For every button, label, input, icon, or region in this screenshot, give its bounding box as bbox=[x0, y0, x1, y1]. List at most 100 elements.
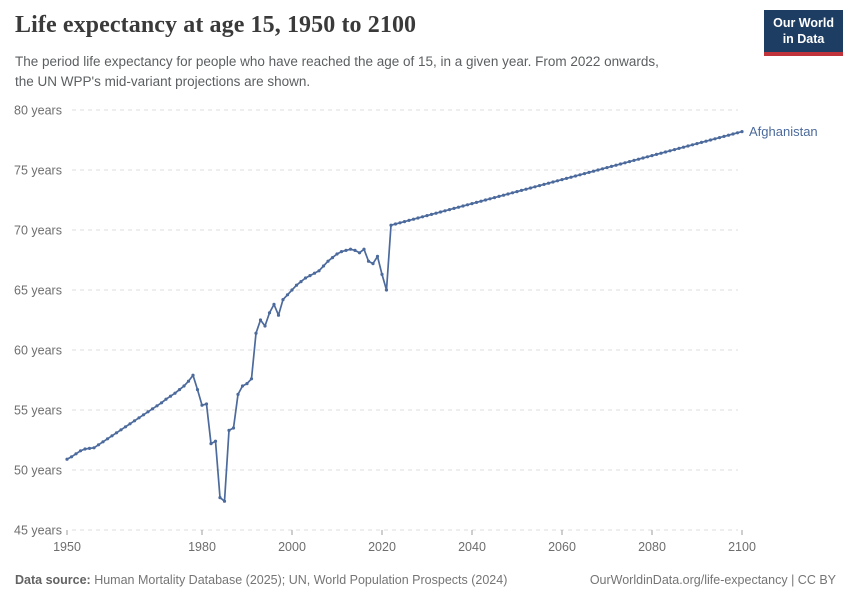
data-point bbox=[155, 404, 159, 408]
data-point bbox=[299, 280, 303, 284]
data-point bbox=[101, 440, 105, 444]
data-point bbox=[78, 449, 83, 453]
data-point bbox=[119, 428, 123, 432]
chart-footer: Data source: Human Mortality Database (2… bbox=[15, 573, 836, 587]
data-point bbox=[704, 139, 708, 143]
data-point bbox=[339, 250, 344, 254]
data-point bbox=[510, 191, 515, 195]
data-point bbox=[735, 131, 740, 135]
y-axis-label: 60 years bbox=[14, 344, 62, 358]
data-point bbox=[312, 271, 317, 275]
data-point bbox=[551, 180, 555, 184]
data-point bbox=[245, 382, 249, 386]
y-axis-label: 75 years bbox=[14, 164, 62, 178]
data-point bbox=[438, 210, 443, 214]
data-point bbox=[555, 179, 560, 183]
owid-link[interactable]: OurWorldinData.org/life-expectancy bbox=[589, 573, 788, 587]
data-point bbox=[429, 212, 434, 216]
series-entity-label: Afghanistan bbox=[749, 124, 818, 139]
data-point bbox=[146, 410, 150, 414]
data-point bbox=[582, 172, 587, 176]
data-point bbox=[303, 276, 308, 280]
data-point bbox=[87, 446, 92, 450]
data-point bbox=[407, 218, 411, 222]
data-point bbox=[632, 158, 636, 162]
data-point bbox=[452, 206, 456, 210]
data-point bbox=[114, 431, 119, 435]
data-point bbox=[290, 288, 294, 292]
data-point bbox=[141, 413, 146, 417]
x-axis-label: 2100 bbox=[728, 540, 756, 554]
data-point bbox=[587, 170, 591, 174]
data-point bbox=[65, 457, 69, 461]
data-point bbox=[699, 140, 704, 144]
data-point bbox=[686, 144, 690, 148]
data-point bbox=[569, 175, 573, 179]
data-point bbox=[344, 248, 348, 252]
y-axis-label: 50 years bbox=[14, 464, 62, 478]
data-point bbox=[591, 169, 596, 173]
data-point bbox=[186, 379, 191, 383]
data-point bbox=[240, 384, 245, 388]
data-point bbox=[159, 401, 164, 405]
data-point bbox=[375, 254, 380, 258]
data-point bbox=[681, 145, 686, 149]
data-point bbox=[636, 157, 641, 161]
x-axis-label: 1950 bbox=[53, 540, 81, 554]
data-point bbox=[731, 132, 735, 136]
data-point bbox=[672, 148, 677, 152]
data-point bbox=[353, 248, 357, 252]
data-point bbox=[519, 188, 524, 192]
data-point bbox=[470, 202, 474, 206]
data-point bbox=[96, 443, 101, 447]
data-point bbox=[573, 174, 578, 178]
data-point bbox=[164, 397, 168, 401]
data-point bbox=[740, 130, 744, 134]
license-badge: | CC BY bbox=[787, 573, 836, 587]
data-point bbox=[416, 216, 420, 220]
data-point bbox=[92, 446, 96, 450]
data-point bbox=[254, 331, 258, 335]
data-point bbox=[335, 252, 339, 256]
data-point bbox=[663, 150, 668, 154]
data-point bbox=[474, 200, 479, 204]
attribution: OurWorldinData.org/life-expectancy | CC … bbox=[590, 573, 836, 587]
x-axis-label: 2060 bbox=[548, 540, 576, 554]
y-axis-label: 70 years bbox=[14, 224, 62, 238]
data-point bbox=[641, 156, 645, 160]
data-point bbox=[204, 402, 209, 406]
data-point bbox=[69, 455, 74, 459]
data-point bbox=[348, 247, 353, 251]
data-point bbox=[393, 222, 398, 226]
data-point bbox=[528, 186, 533, 190]
data-point bbox=[668, 149, 672, 153]
data-point bbox=[272, 302, 276, 306]
data-point bbox=[321, 264, 326, 268]
data-point bbox=[425, 214, 429, 218]
data-point bbox=[488, 197, 492, 201]
data-point bbox=[605, 166, 609, 170]
data-point bbox=[533, 185, 537, 189]
data-source-note: Data source: Human Mortality Database (2… bbox=[15, 573, 507, 587]
data-point bbox=[708, 138, 713, 142]
data-point bbox=[618, 162, 623, 166]
data-point bbox=[128, 422, 132, 426]
data-point bbox=[263, 324, 267, 328]
data-point bbox=[182, 384, 186, 388]
data-point bbox=[231, 426, 236, 430]
data-point bbox=[717, 136, 722, 140]
data-point bbox=[501, 193, 506, 197]
data-point bbox=[722, 134, 726, 138]
data-point bbox=[330, 256, 335, 260]
data-point bbox=[398, 221, 402, 225]
data-point bbox=[524, 187, 528, 191]
data-point bbox=[177, 388, 182, 392]
data-point bbox=[542, 182, 546, 186]
data-point bbox=[677, 146, 681, 150]
data-point bbox=[654, 152, 659, 156]
data-point bbox=[285, 293, 290, 297]
data-point bbox=[236, 392, 240, 396]
data-point bbox=[326, 259, 330, 263]
